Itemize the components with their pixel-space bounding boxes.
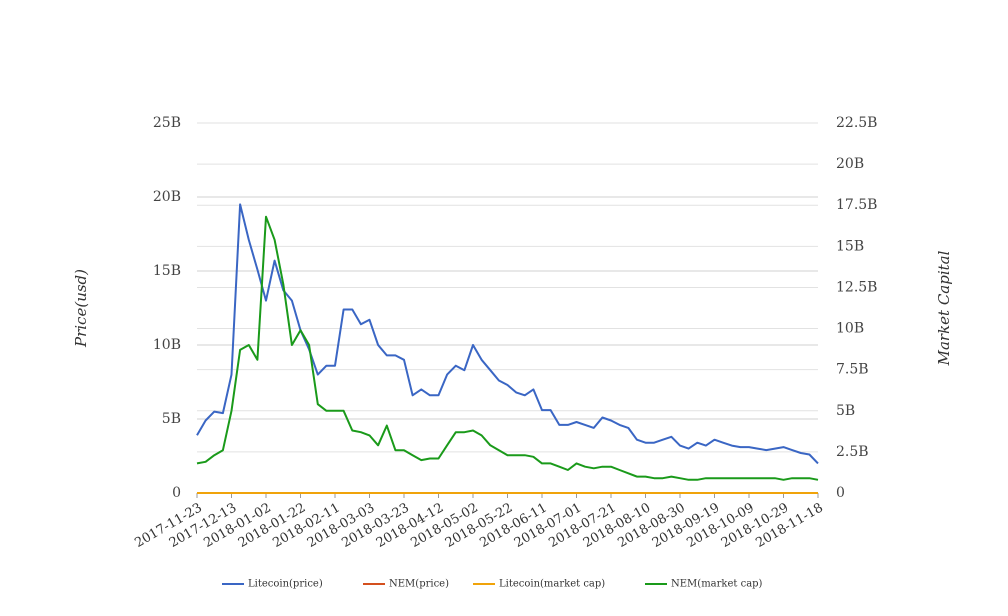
y-tick-label: 10B — [153, 337, 181, 353]
y2-tick-label: 17.5B — [836, 197, 877, 213]
y2-tick-label: 10B — [836, 321, 864, 337]
legend-label: NEM(price) — [389, 579, 449, 590]
y-axis-title: Price(usd) — [72, 269, 90, 348]
y2-tick-label: 12.5B — [836, 279, 877, 295]
legend-label: Litecoin(market cap) — [499, 579, 605, 590]
y2-tick-label: 7.5B — [836, 362, 869, 378]
legend: Litecoin(price) NEM(price) Litecoin(market… — [222, 579, 763, 590]
y-tick-label: 15B — [153, 263, 181, 279]
y-tick-label: 20B — [153, 189, 181, 205]
legend-label: NEM(market cap) — [671, 579, 763, 590]
y2-axis-title: Market Capital — [935, 250, 953, 366]
y2-tick-label: 0 — [836, 485, 845, 501]
y2-tick-label: 5B — [836, 403, 855, 419]
legend-label: Litecoin(price) — [248, 579, 323, 590]
y-tick-label: 0 — [172, 485, 181, 501]
series-line — [196, 215, 819, 481]
y2-tick-label: 2.5B — [836, 444, 869, 460]
y2-tick-label: 20B — [836, 156, 864, 172]
y-tick-label: 5B — [162, 411, 181, 427]
y2-tick-label: 22.5B — [836, 115, 877, 131]
y-tick-label: 25B — [153, 115, 181, 131]
y2-tick-label: 15B — [836, 238, 864, 254]
